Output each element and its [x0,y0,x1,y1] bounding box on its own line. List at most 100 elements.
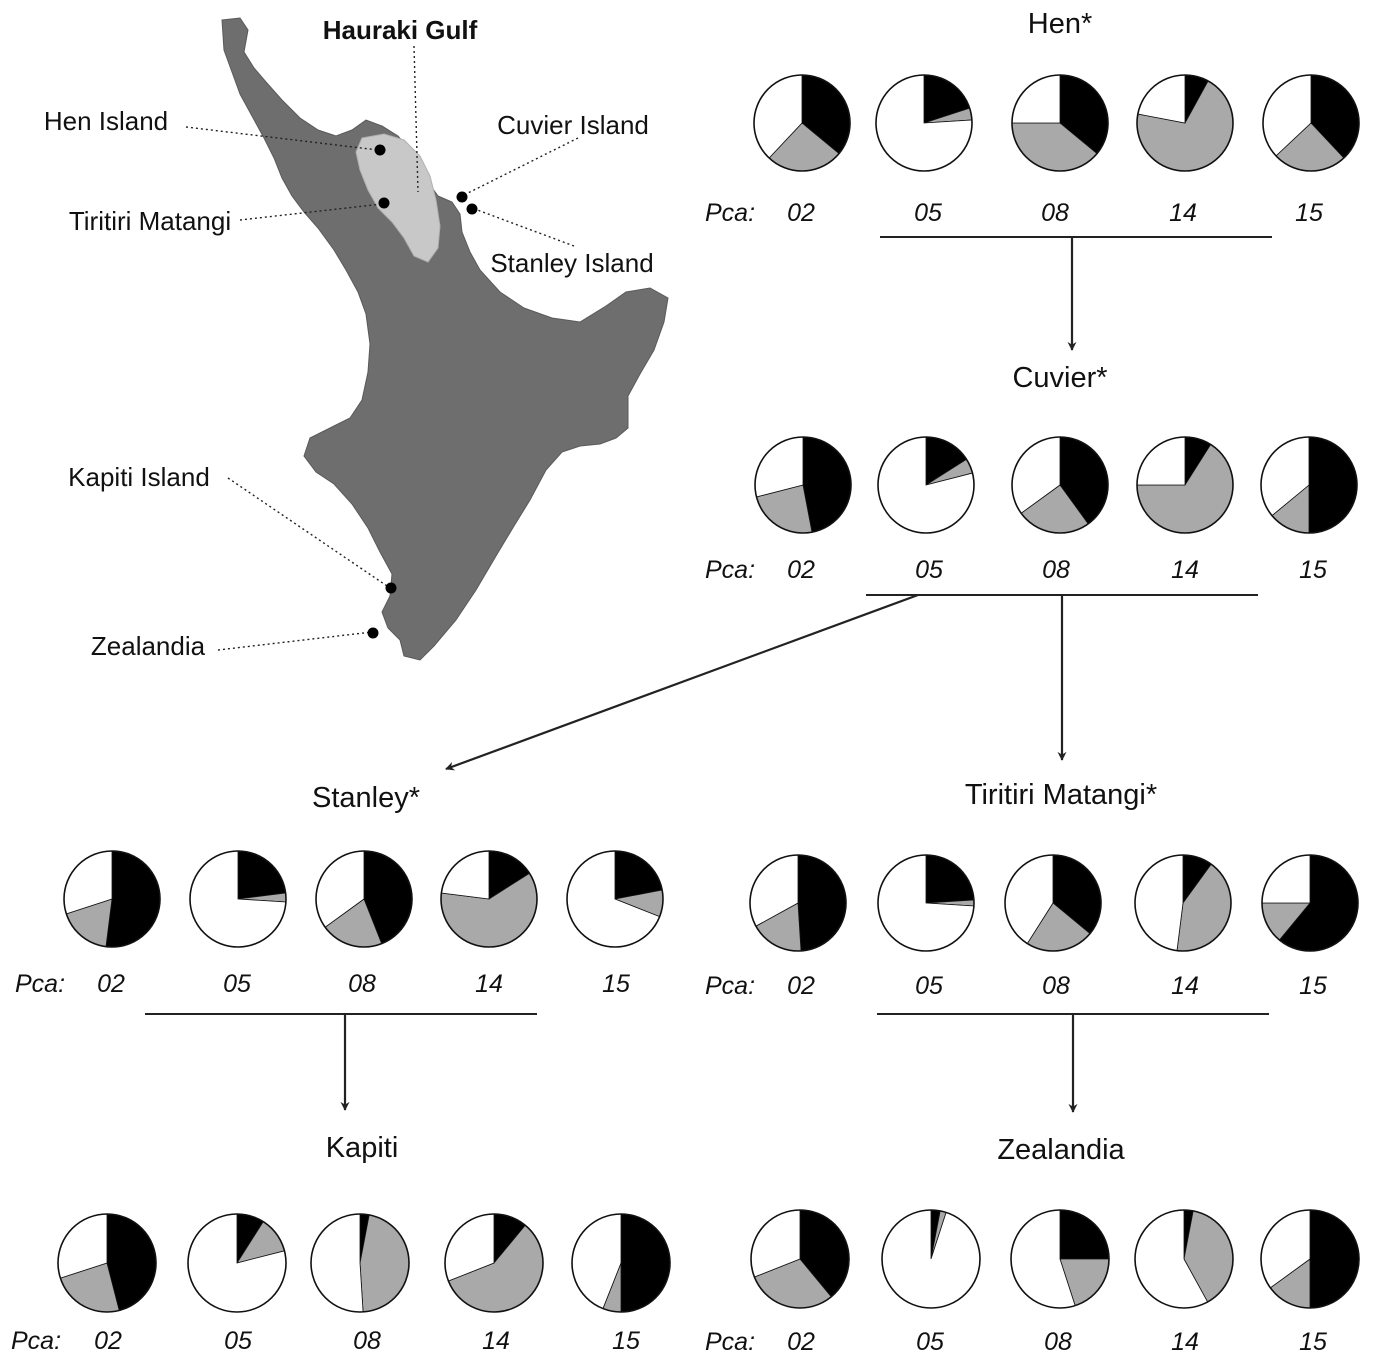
pie-chart-locus-05 [875,74,973,172]
pie-chart-locus-02 [749,854,847,952]
locus-label: 02 [787,556,815,584]
locus-label: 15 [1295,199,1323,227]
locus-label: 08 [1041,199,1069,227]
pie-chart-locus-08 [310,1213,410,1313]
pie-outline [571,1213,671,1313]
locus-label: 08 [1042,972,1070,1000]
pie-chart-locus-14 [444,1213,544,1313]
locus-label: 14 [1171,972,1199,1000]
pie-outline [444,1213,544,1313]
pie-chart-locus-05 [877,854,975,952]
population-title: Kapiti [326,1132,399,1164]
locus-label: 05 [915,972,943,1000]
locus-label: 08 [1044,1328,1072,1356]
zealandia-leader-line [217,631,373,651]
pie-outline [753,74,851,172]
locus-prefix-label: Pca: [705,556,755,584]
locus-label: 14 [1171,556,1199,584]
locus-label: 05 [915,556,943,584]
pie-chart-locus-02 [754,436,852,534]
cuvier-site-dot [456,191,468,203]
locus-label: 14 [482,1327,510,1355]
pie-row [750,1209,1360,1309]
pie-chart-locus-15 [1261,854,1359,952]
pie-chart-locus-14 [440,850,538,948]
pie-row [749,854,1359,952]
pie-chart-locus-08 [315,850,413,948]
pie-outline [57,1213,157,1313]
population-title: Tiritiri Matangi* [965,779,1157,811]
pie-slice-allele-1 [105,850,161,948]
pie-chart-locus-15 [566,850,664,948]
arrow-cuvier-to-stanley [445,593,919,771]
pie-outline [1260,436,1358,534]
pie-chart-locus-02 [63,850,161,948]
locus-label-row: 02 05 08 14 15 Pca: [705,972,1327,1000]
pie-row [753,74,1360,172]
pie-outline [189,850,287,948]
pie-chart-locus-14 [1136,436,1234,534]
pie-slice-allele-2 [359,1214,410,1313]
pie-chart-locus-14 [1134,854,1232,952]
locus-label: 15 [1299,972,1327,1000]
pie-chart-locus-08 [1011,74,1109,172]
kapiti-island-label: Kapiti Island [68,462,210,492]
hen-leader-line [185,126,379,151]
pie-slice-allele-1 [1309,1209,1360,1309]
locus-label: 05 [916,1328,944,1356]
locus-label: 15 [1299,556,1327,584]
cuvier-leader-line [461,137,579,197]
pie-chart-locus-15 [1260,1209,1360,1309]
locus-prefix-label: Pca: [15,970,65,998]
population-title: Stanley* [312,782,420,814]
pie-chart-locus-15 [571,1213,671,1313]
pie-outline [1260,1209,1360,1309]
pie-row [57,1213,671,1313]
locus-label: 05 [914,199,942,227]
hauraki-gulf-label: Hauraki Gulf [323,15,478,45]
locus-label: 05 [224,1327,252,1355]
hen-island-label: Hen Island [44,106,168,136]
pie-chart-locus-05 [187,1213,287,1313]
translocation-tree [145,236,1272,1113]
pie-outline [749,854,847,952]
pie-chart-locus-02 [753,74,851,172]
locus-label-row: 02 05 08 14 15 Pca: [15,970,630,998]
locus-label: 15 [612,1327,640,1355]
pie-chart-locus-02 [57,1213,157,1313]
locus-label-row: 02 05 08 14 15 Pca: [705,1328,1327,1356]
pie-outline [310,1213,410,1313]
pie-outline [1262,74,1360,172]
pie-outline [881,1209,981,1309]
hauraki-gulf-area [355,133,441,263]
population-panel-stanley: Stanley* 02 05 08 14 15 Pca: [15,782,664,998]
population-title: Hen* [1028,8,1093,40]
population-title: Cuvier* [1012,362,1107,394]
locus-label: 08 [348,970,376,998]
locus-prefix-label: Pca: [11,1327,61,1355]
pie-chart-locus-02 [750,1209,850,1309]
pie-chart-locus-08 [1011,436,1109,534]
pie-outline [877,854,975,952]
pie-outline [754,436,852,534]
pie-chart-locus-15 [1260,436,1358,534]
tiritiri-matangi-label: Tiritiri Matangi [69,206,231,236]
hen-site-dot [374,144,386,156]
population-panel-tiritiri-matangi: Tiritiri Matangi* 02 05 08 14 15 Pca: [705,779,1359,1000]
locus-label: 15 [602,970,630,998]
pie-chart-locus-15 [1262,74,1360,172]
pie-chart-locus-14 [1136,74,1234,172]
pie-chart-locus-05 [189,850,287,948]
pie-slice-allele-1 [797,854,847,952]
pie-outline [750,1209,850,1309]
tiritiri-site-dot [378,197,390,209]
locus-prefix-label: Pca: [705,199,755,227]
locus-label: 15 [1299,1328,1327,1356]
locus-label: 08 [353,1327,381,1355]
stanley-leader-line [471,207,575,247]
pie-outline [1136,436,1234,534]
locus-label: 02 [787,199,815,227]
locus-label: 14 [475,970,503,998]
locus-prefix-label: Pca: [705,1328,755,1356]
